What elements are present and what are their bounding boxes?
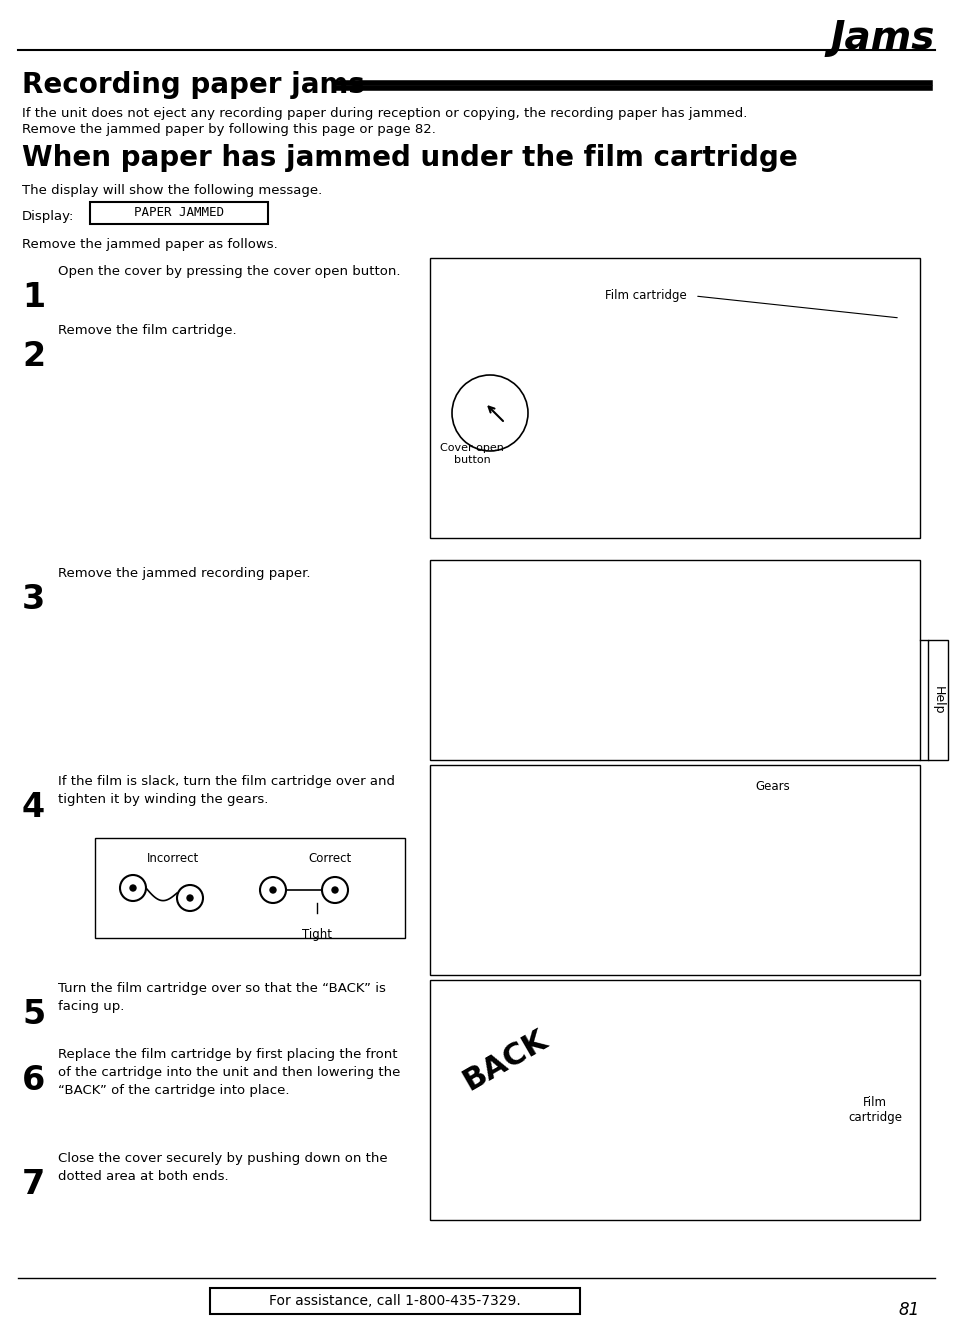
Bar (430, 560, 919, 760)
Text: The display will show the following message.: The display will show the following mess… (22, 184, 322, 196)
Text: Help: Help (930, 686, 943, 714)
Text: 3: 3 (22, 583, 45, 616)
Bar (430, 257, 919, 537)
Text: BACK: BACK (457, 1024, 552, 1096)
Text: Remove the jammed paper by following this page or page 82.: Remove the jammed paper by following thi… (22, 123, 436, 135)
Text: Jams: Jams (830, 19, 934, 57)
Text: 6: 6 (22, 1064, 45, 1097)
Bar (430, 981, 919, 1220)
Text: Close the cover securely by pushing down on the
dotted area at both ends.: Close the cover securely by pushing down… (58, 1152, 387, 1182)
Text: Replace the film cartridge by first placing the front
of the cartridge into the : Replace the film cartridge by first plac… (58, 1048, 400, 1097)
Text: Film
cartridge: Film cartridge (847, 1096, 901, 1124)
Bar (927, 640, 947, 760)
Text: Incorrect: Incorrect (147, 852, 199, 865)
Circle shape (130, 885, 136, 890)
Text: When paper has jammed under the film cartridge: When paper has jammed under the film car… (22, 145, 797, 173)
Text: Gears: Gears (754, 780, 789, 794)
Bar (95, 837, 405, 938)
Text: Tight: Tight (302, 928, 332, 941)
Text: If the unit does not eject any recording paper during reception or copying, the : If the unit does not eject any recording… (22, 107, 746, 119)
Text: 7: 7 (22, 1168, 45, 1201)
Text: Remove the jammed paper as follows.: Remove the jammed paper as follows. (22, 238, 277, 251)
Bar (210, 1289, 579, 1314)
Text: Open the cover by pressing the cover open button.: Open the cover by pressing the cover ope… (58, 265, 400, 277)
Text: Correct: Correct (308, 852, 352, 865)
Text: PAPER JAMMED: PAPER JAMMED (133, 207, 224, 219)
Circle shape (270, 886, 275, 893)
Text: 5: 5 (22, 998, 45, 1031)
Text: 81: 81 (898, 1300, 919, 1319)
Text: 2: 2 (22, 340, 45, 373)
Text: If the film is slack, turn the film cartridge over and
tighten it by winding the: If the film is slack, turn the film cart… (58, 775, 395, 805)
Circle shape (332, 886, 337, 893)
Text: Recording paper jams: Recording paper jams (22, 72, 364, 100)
Text: Turn the film cartridge over so that the “BACK” is
facing up.: Turn the film cartridge over so that the… (58, 982, 385, 1013)
Circle shape (187, 894, 193, 901)
Text: 4: 4 (22, 791, 45, 824)
Text: Remove the film cartridge.: Remove the film cartridge. (58, 324, 236, 337)
Bar (430, 764, 919, 975)
Text: Cover open
button: Cover open button (439, 443, 503, 464)
Text: For assistance, call 1-800-435-7329.: For assistance, call 1-800-435-7329. (269, 1294, 520, 1308)
Text: 1: 1 (22, 281, 45, 314)
Bar (90, 202, 268, 224)
Text: Film cartridge: Film cartridge (604, 289, 686, 303)
Text: Remove the jammed recording paper.: Remove the jammed recording paper. (58, 567, 310, 580)
Text: Display:: Display: (22, 210, 74, 223)
